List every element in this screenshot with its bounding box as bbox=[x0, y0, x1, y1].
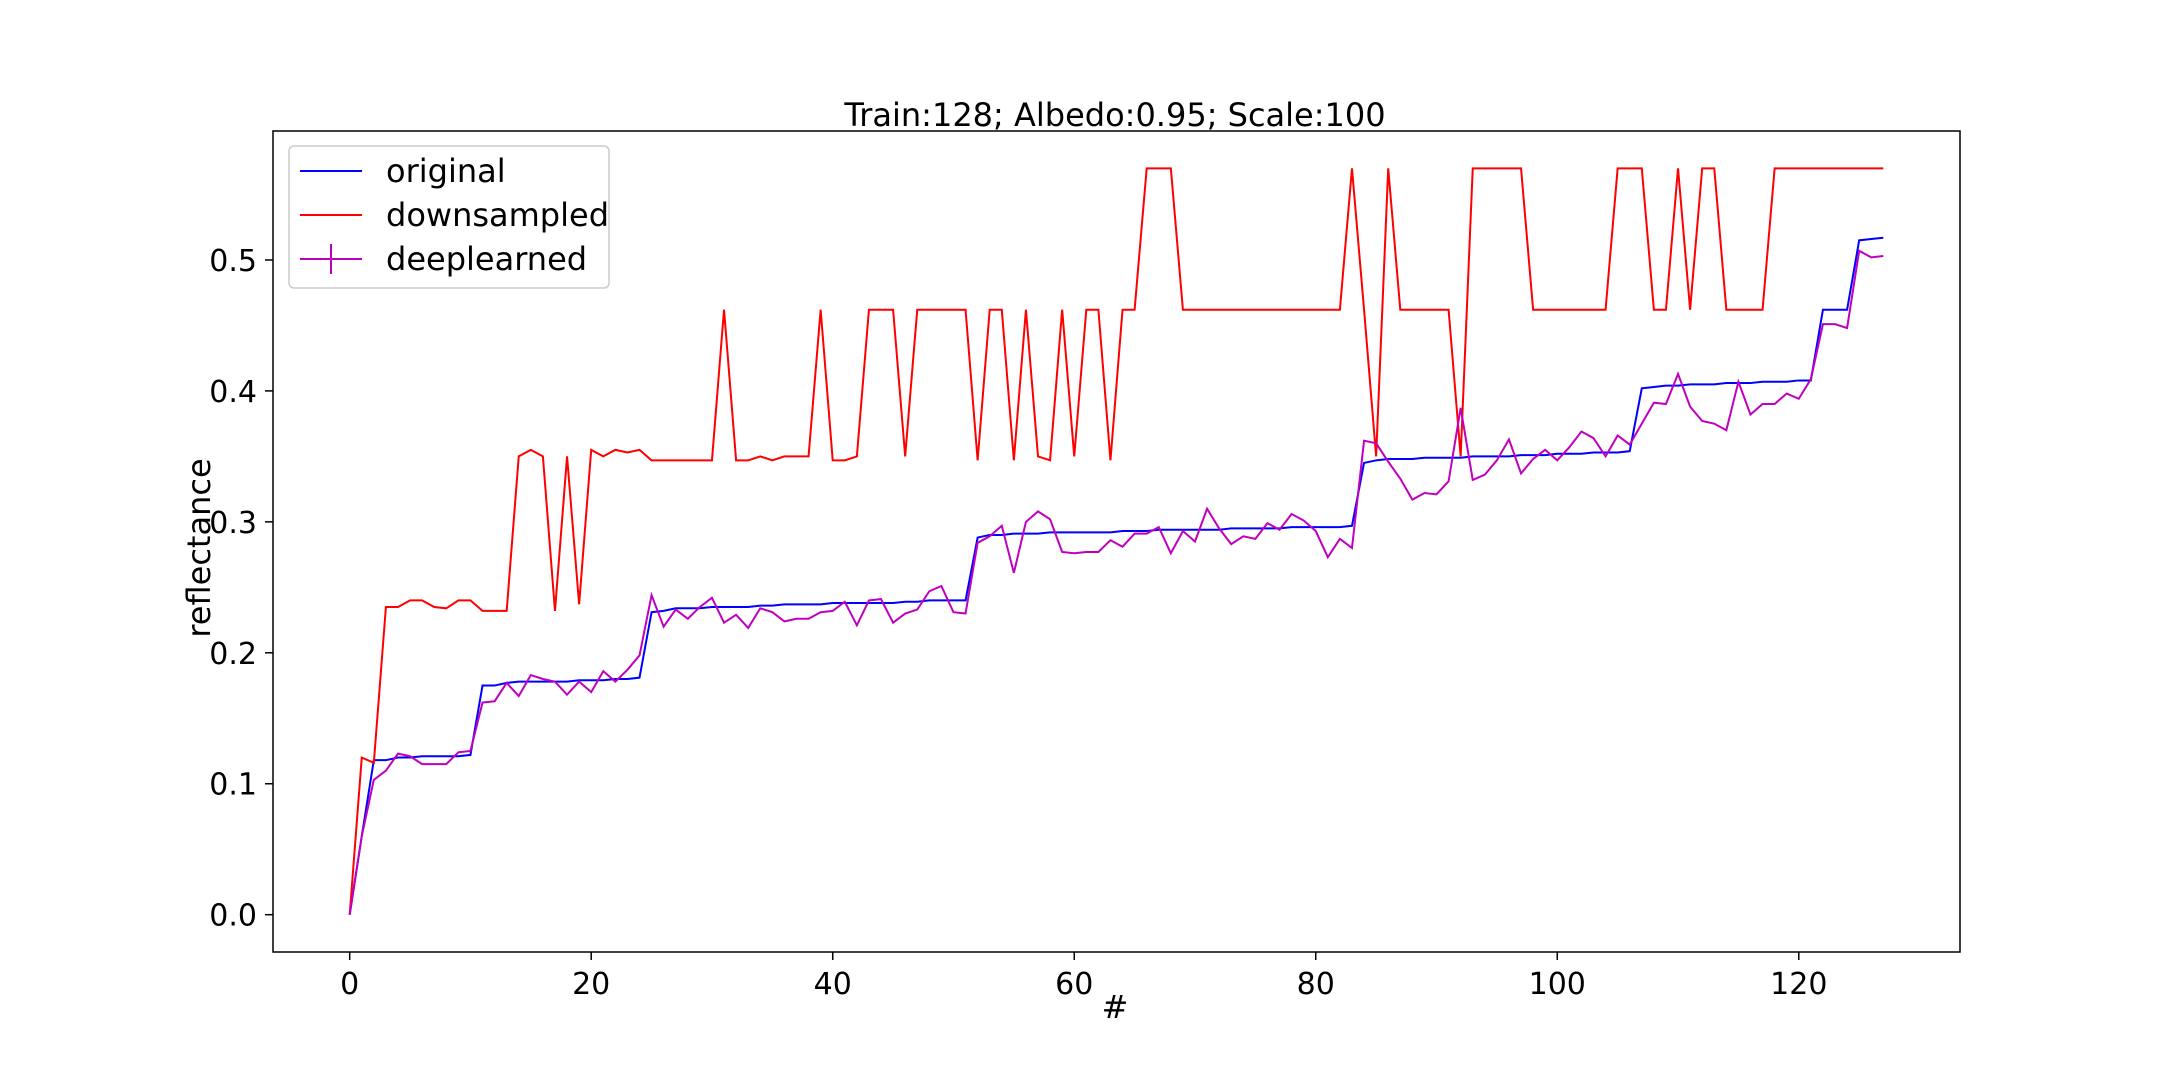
x-tick-label: 20 bbox=[572, 967, 610, 1002]
x-tick-label: 100 bbox=[1529, 967, 1586, 1002]
y-tick-label: 0.2 bbox=[209, 637, 257, 672]
series-line-deeplearned bbox=[348, 249, 1884, 915]
x-tick-label: 120 bbox=[1770, 967, 1827, 1002]
y-tick-label: 0.0 bbox=[209, 899, 257, 934]
series-line-original bbox=[348, 236, 1884, 915]
y-tick-label: 0.3 bbox=[209, 506, 257, 541]
y-tick-label: 0.5 bbox=[209, 244, 257, 279]
legend-label-original: original bbox=[386, 152, 506, 190]
y-tick-label: 0.1 bbox=[209, 768, 257, 803]
legend-label-downsampled: downsampled bbox=[386, 196, 609, 234]
x-tick-label: 80 bbox=[1297, 967, 1335, 1002]
legend-label-deeplearned: deeplearned bbox=[386, 240, 587, 278]
plot-area bbox=[348, 167, 1884, 915]
axes-frame bbox=[272, 130, 1961, 953]
x-axis-label: # bbox=[1102, 988, 1129, 1026]
chart-title: Train:128; Albedo:0.95; Scale:100 bbox=[843, 96, 1385, 134]
y-axis-label: reflectance bbox=[180, 458, 218, 637]
x-tick-label: 60 bbox=[1055, 967, 1093, 1002]
legend: original downsampled deeplearned bbox=[288, 145, 610, 289]
y-tick-label: 0.4 bbox=[209, 375, 257, 410]
x-tick-label: 40 bbox=[814, 967, 852, 1002]
series-line-downsampled bbox=[348, 167, 1884, 915]
legend-box bbox=[288, 145, 610, 289]
x-tick-label: 0 bbox=[340, 967, 359, 1002]
axes: 0 20 40 60 80 100 120 0.0 0.1 0.2 0.3 0.4 0.5 bbox=[209, 130, 1961, 1002]
